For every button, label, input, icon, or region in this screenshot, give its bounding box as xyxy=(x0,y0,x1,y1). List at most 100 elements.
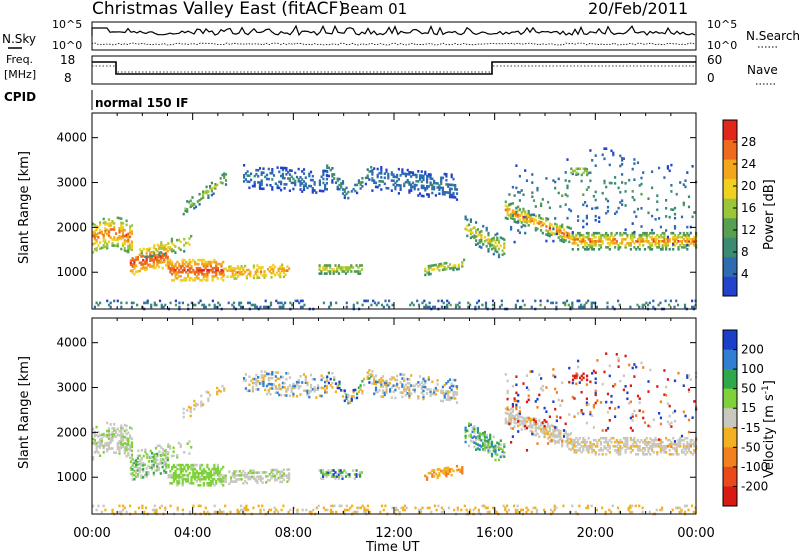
velocity-cell xyxy=(188,510,192,514)
velocity-cell xyxy=(255,388,258,391)
velocity-cell xyxy=(672,411,675,415)
power-cell xyxy=(559,224,562,228)
velocity-cell xyxy=(356,396,359,400)
velocity-cell xyxy=(113,433,116,436)
power-cell xyxy=(664,299,667,303)
power-cell xyxy=(621,157,624,160)
velocity-cell xyxy=(573,438,576,442)
power-cell xyxy=(645,240,648,243)
velocity-cell xyxy=(196,403,199,406)
velocity-cell xyxy=(485,443,488,447)
power-cell xyxy=(691,238,694,241)
velocity-cell xyxy=(557,439,560,442)
power-cell xyxy=(318,181,321,185)
velocity-cell xyxy=(429,392,432,395)
velocity-cell xyxy=(134,510,137,514)
velocity-cell xyxy=(149,455,152,459)
x-tick-label: 16:00 xyxy=(476,526,513,541)
velocity-cell xyxy=(324,380,327,384)
power-colorbar-segment xyxy=(723,139,737,160)
velocity-cell xyxy=(422,385,425,389)
velocity-cell xyxy=(517,420,520,423)
nsky-trace xyxy=(91,24,696,37)
velocity-cell xyxy=(107,447,111,451)
velocity-cell xyxy=(135,471,138,474)
velocity-cell xyxy=(216,463,219,467)
velocity-cell xyxy=(631,438,634,442)
velocity-cell xyxy=(309,389,313,393)
velocity-cell xyxy=(485,435,488,439)
power-cell xyxy=(492,252,495,256)
velocity-cell xyxy=(477,510,480,514)
power-cell xyxy=(93,231,96,235)
velocity-cell xyxy=(455,391,459,394)
power-cell xyxy=(654,235,657,239)
velocity-cell xyxy=(288,376,291,379)
velocity-cell xyxy=(538,425,541,428)
power-cell xyxy=(201,268,204,272)
power-cell xyxy=(642,240,645,243)
velocity-cell xyxy=(454,391,457,394)
velocity-cell xyxy=(485,433,488,437)
velocity-cell xyxy=(275,470,278,474)
power-colorbar-segment xyxy=(723,217,737,238)
power-cell xyxy=(612,240,615,243)
power-cell xyxy=(396,183,399,187)
velocity-cell xyxy=(165,471,168,474)
power-cell xyxy=(447,301,451,305)
power-cell xyxy=(534,299,537,303)
power-cell xyxy=(130,230,133,233)
power-cell xyxy=(256,270,259,273)
power-cell xyxy=(469,236,472,240)
velocity-cell xyxy=(401,391,404,394)
power-cell xyxy=(272,267,275,271)
power-cell xyxy=(340,186,343,189)
velocity-cell xyxy=(580,440,583,444)
power-cell xyxy=(179,240,182,244)
power-cell xyxy=(151,254,154,258)
power-cell xyxy=(413,173,416,177)
power-cell xyxy=(668,238,671,241)
power-cell xyxy=(211,270,214,274)
power-cell xyxy=(672,208,675,212)
velocity-cell xyxy=(585,421,588,425)
power-cell xyxy=(341,188,345,191)
velocity-cell xyxy=(145,471,148,474)
power-cell xyxy=(106,228,109,232)
power-cell xyxy=(97,244,100,247)
velocity-cell xyxy=(486,506,489,510)
power-cell xyxy=(177,246,180,250)
velocity-cell xyxy=(248,389,251,393)
velocity-cell xyxy=(503,443,506,446)
power-cell xyxy=(491,303,495,307)
power-cell xyxy=(378,184,381,187)
velocity-cell xyxy=(511,427,514,430)
velocity-cell xyxy=(603,447,606,450)
velocity-cell xyxy=(102,434,105,438)
power-cell xyxy=(130,232,133,235)
power-cell xyxy=(186,241,189,245)
power-cell xyxy=(436,265,439,268)
velocity-cell xyxy=(585,447,588,450)
velocity-colorbar-segment xyxy=(723,427,737,448)
velocity-cell xyxy=(220,482,223,485)
power-cell xyxy=(220,277,223,280)
power-cell xyxy=(263,272,266,275)
velocity-cell xyxy=(201,477,204,481)
velocity-cell xyxy=(333,378,336,381)
power-cell xyxy=(251,184,254,188)
velocity-cell xyxy=(192,469,195,473)
power-cell xyxy=(163,260,166,263)
velocity-cell xyxy=(179,445,182,449)
power-cell xyxy=(406,168,409,172)
velocity-cell xyxy=(501,454,504,457)
power-cell xyxy=(178,270,181,274)
velocity-cell xyxy=(95,446,98,449)
velocity-cell xyxy=(554,375,557,379)
velocity-cell xyxy=(165,450,168,454)
velocity-cell xyxy=(329,383,332,387)
power-cell xyxy=(521,299,524,303)
velocity-cell xyxy=(411,384,415,388)
velocity-cell xyxy=(569,440,573,443)
velocity-cell xyxy=(249,475,252,479)
